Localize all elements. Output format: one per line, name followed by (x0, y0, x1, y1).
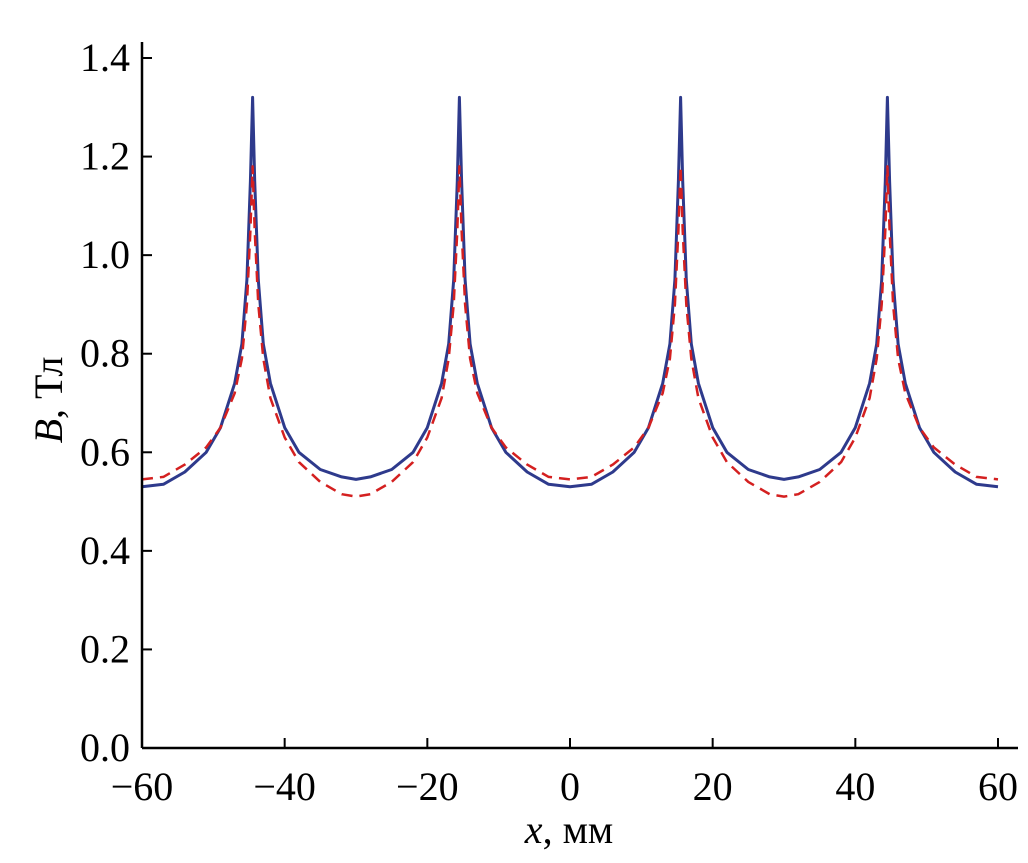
y-ticks: 0.0 0.2 0.4 0.6 0.8 1.0 1.2 1.4 (80, 35, 152, 770)
y-tick-label: 0.2 (80, 626, 130, 671)
y-axis-unit: , Тл (26, 357, 71, 419)
x-axis-unit: , мм (543, 807, 614, 852)
x-tick-label: −20 (396, 764, 459, 809)
x-axis-variable: x (524, 807, 543, 852)
y-tick-label: 0.0 (80, 725, 130, 770)
x-axis-label: x, мм (524, 807, 613, 852)
plot-lines (141, 95, 999, 498)
series-line-solid (141, 95, 999, 489)
y-tick-label: 1.2 (80, 134, 130, 179)
x-tick-label: 60 (978, 764, 1018, 809)
axes (140, 42, 1018, 750)
y-tick-label: 1.4 (80, 35, 130, 80)
x-tick-label: −60 (111, 764, 174, 809)
x-tick-label: 20 (693, 764, 733, 809)
x-tick-label: −40 (253, 764, 316, 809)
x-tick-label: 40 (835, 764, 875, 809)
y-tick-label: 0.6 (80, 429, 130, 474)
y-tick-label: 0.8 (80, 331, 130, 376)
series-line-dashed (141, 165, 999, 498)
x-tick-label: 0 (560, 764, 580, 809)
y-tick-label: 0.4 (80, 528, 130, 573)
y-axis-label: B, Тл (26, 357, 71, 444)
y-axis-variable: B (26, 419, 71, 443)
y-tick-label: 1.0 (80, 232, 130, 277)
x-ticks: −60 −40 −20 0 20 40 60 (111, 738, 1018, 809)
